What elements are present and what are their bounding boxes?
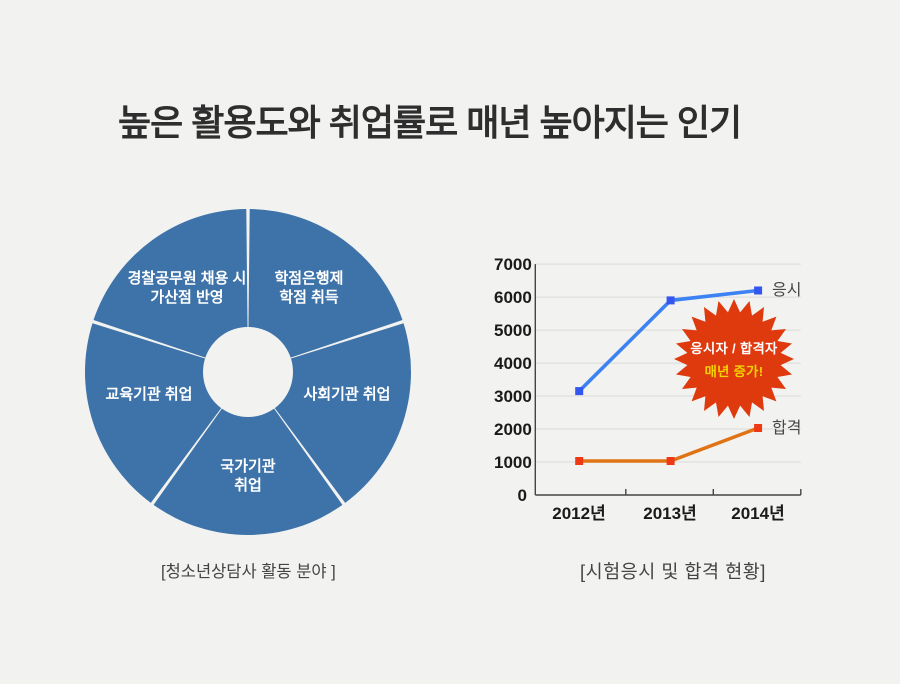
svg-text:매년 증가!: 매년 증가! xyxy=(705,364,764,379)
svg-text:응시자 / 합격자: 응시자 / 합격자 xyxy=(690,340,778,356)
